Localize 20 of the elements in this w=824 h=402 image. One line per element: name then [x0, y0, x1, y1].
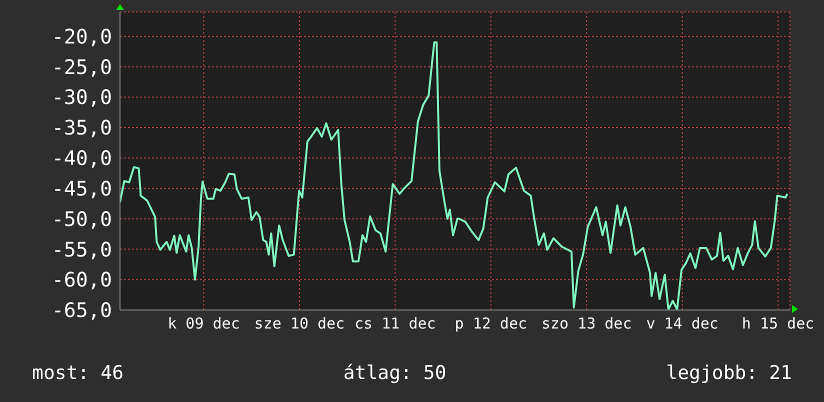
- text: átlag: 50: [343, 362, 446, 384]
- x-tick-label: h 15 dec: [742, 314, 814, 333]
- y-tick-label: -40,0: [52, 146, 112, 170]
- x-tick-label: szo 13 dec: [541, 314, 632, 333]
- y-tick-label: -65,0: [52, 298, 112, 322]
- y-tick-label: -50,0: [52, 206, 112, 231]
- x-tick-label: k 09 dec: [168, 314, 240, 333]
- y-tick-label: -45,0: [52, 176, 112, 200]
- x-tick-label: v 14 dec: [646, 314, 718, 333]
- y-tick-label: -25,0: [52, 54, 112, 79]
- y-tick-label: -55,0: [52, 237, 112, 262]
- y-tick-label: -20,0: [52, 24, 112, 48]
- x-tick-label: sze 10 dec: [254, 314, 345, 333]
- x-tick-label: p 12 dec: [454, 314, 528, 333]
- x-tick-label: cs 11 dec: [354, 314, 436, 333]
- y-tick-label: -35,0: [52, 116, 112, 140]
- y-tick-label: -30,0: [52, 85, 112, 110]
- text: legjobb: 21: [666, 362, 792, 384]
- y-tick-label: -60,0: [52, 268, 112, 292]
- text: most: 46: [32, 362, 124, 384]
